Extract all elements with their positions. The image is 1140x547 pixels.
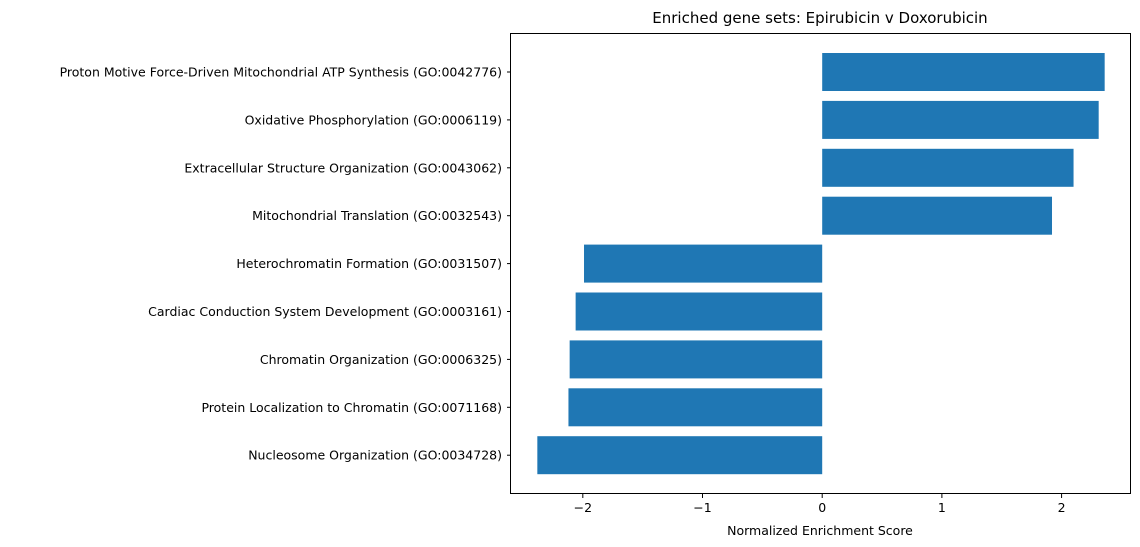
x-tick-label: 2 [1058, 500, 1066, 515]
x-tick-label: 1 [938, 500, 946, 515]
y-tick-label: Nucleosome Organization (GO:0034728) [248, 448, 502, 463]
y-tick-label: Mitochondrial Translation (GO:0032543) [252, 208, 502, 223]
y-tick-label: Chromatin Organization (GO:0006325) [260, 352, 502, 367]
y-tick-label: Cardiac Conduction System Development (G… [148, 304, 502, 319]
x-tick-label: −1 [693, 500, 711, 515]
x-axis-label: Normalized Enrichment Score [727, 523, 913, 538]
y-tick-label: Extracellular Structure Organization (GO… [184, 160, 502, 175]
bar [822, 148, 1074, 187]
y-tick-label: Proton Motive Force-Driven Mitochondrial… [60, 65, 502, 80]
bar [822, 100, 1099, 139]
bar [584, 244, 823, 283]
bar [569, 340, 823, 379]
bar [822, 196, 1053, 235]
bar [822, 53, 1105, 91]
bar [575, 292, 823, 331]
bars-group [537, 53, 1105, 475]
x-tick-label: 0 [818, 500, 826, 515]
y-axis-labels: Proton Motive Force-Driven Mitochondrial… [60, 65, 511, 463]
bar [568, 388, 823, 427]
y-tick-label: Heterochromatin Formation (GO:0031507) [236, 256, 502, 271]
plot-frame [510, 33, 1131, 494]
y-tick-label: Protein Localization to Chromatin (GO:00… [201, 400, 502, 415]
bar [537, 436, 823, 475]
x-axis-ticks: −2 −1 0 1 2 [574, 494, 1066, 515]
chart-title: Enriched gene sets: Epirubicin v Doxorub… [652, 9, 987, 27]
y-tick-label: Oxidative Phosphorylation (GO:0006119) [245, 112, 502, 127]
x-tick-label: −2 [574, 500, 592, 515]
